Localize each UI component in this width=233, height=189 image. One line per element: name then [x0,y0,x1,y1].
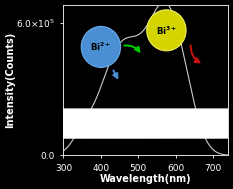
Ellipse shape [81,26,120,67]
Text: $\bf{Bi^{3+}}$: $\bf{Bi^{3+}}$ [156,24,177,36]
Y-axis label: Intensity(Counts): Intensity(Counts) [5,32,15,128]
X-axis label: Wavelength(nm): Wavelength(nm) [100,174,192,184]
Ellipse shape [147,10,186,51]
Polygon shape [0,109,233,140]
Text: $\bf{Bi^{2+}}$: $\bf{Bi^{2+}}$ [90,41,112,53]
